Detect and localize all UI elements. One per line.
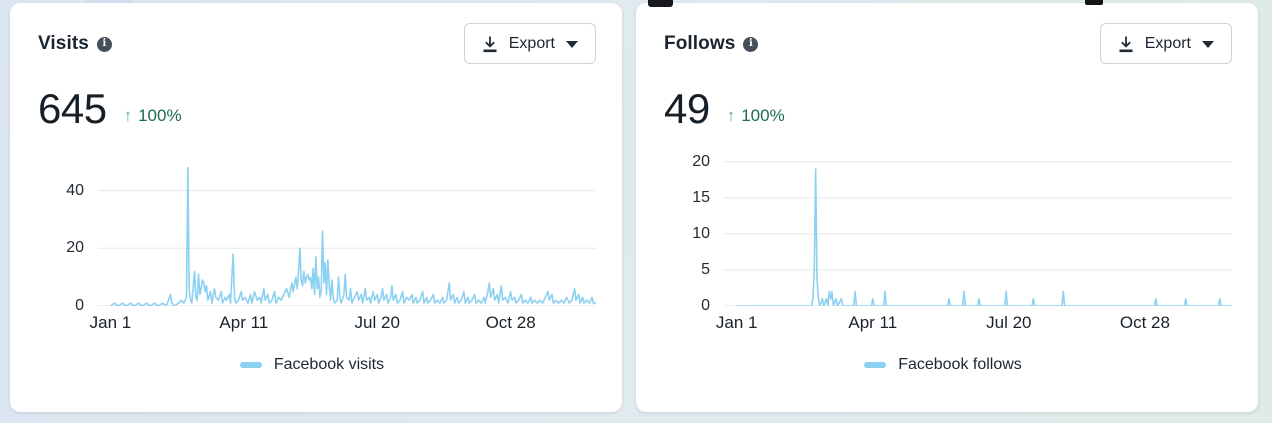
y-tick-label: 10 <box>692 224 710 242</box>
info-icon[interactable]: i <box>743 36 759 52</box>
y-tick-label: 0 <box>75 297 84 314</box>
cutoff-fragment <box>85 0 133 3</box>
export-label: Export <box>508 34 555 52</box>
up-arrow-icon: ↑ <box>123 106 133 125</box>
y-tick-label: 40 <box>66 181 84 199</box>
export-label: Export <box>1144 34 1191 52</box>
x-tick-label: Oct 28 <box>1119 313 1170 332</box>
legend-swatch <box>864 362 887 368</box>
data-line <box>737 169 1232 306</box>
y-axis-labels: 0 5 10 15 20 <box>664 152 710 314</box>
up-arrow-icon: ↑ <box>726 106 736 125</box>
export-button[interactable]: Export <box>463 23 596 64</box>
info-icon[interactable]: i <box>96 36 112 52</box>
export-button[interactable]: Export <box>1099 23 1232 64</box>
delta-percent: 100% <box>741 106 785 125</box>
cutoff-fragment <box>192 0 244 3</box>
legend-item[interactable]: Facebook follows <box>654 356 1232 374</box>
x-axis-labels: Jan 1 Apr 11 Jul 20 Oct 28 <box>90 313 596 339</box>
data-line <box>110 168 596 307</box>
chart-svg <box>724 156 1232 306</box>
follows-card: Follows i Export 49 ↑ 100% 0 5 10 15 20 Jan … <box>636 3 1258 412</box>
metric-value: 645 <box>38 85 107 132</box>
card-title: Visits <box>38 33 89 54</box>
x-tick-label: Jul 20 <box>354 313 400 332</box>
x-tick-label: Apr 11 <box>219 313 269 332</box>
x-axis-labels: Jan 1 Apr 11 Jul 20 Oct 28 <box>716 313 1232 339</box>
x-tick-label: Oct 28 <box>485 313 536 332</box>
metric-delta: ↑ 100% <box>727 106 785 130</box>
delta-percent: 100% <box>138 106 182 125</box>
visits-card: Visits i Export 645 ↑ 100% 0 20 40 Jan 1 Ap… <box>10 3 622 412</box>
legend-swatch <box>239 362 262 368</box>
download-icon <box>482 35 498 53</box>
x-tick-label: Jul 20 <box>986 313 1032 332</box>
chevron-down-icon <box>566 41 578 48</box>
card-title: Follows <box>664 33 736 54</box>
cutoff-fragment <box>648 0 673 7</box>
download-icon <box>1118 35 1134 53</box>
visits-chart: 0 20 40 Jan 1 Apr 11 Jul 20 Oct 28 <box>38 156 596 339</box>
follows-chart: 0 5 10 15 20 Jan 1 Apr 11 Jul 20 Oct 28 <box>664 152 1232 339</box>
plot-area[interactable]: Jan 1 Apr 11 Jul 20 Oct 28 <box>716 156 1232 339</box>
x-tick-label: Jan 1 <box>715 313 758 332</box>
chart-svg <box>98 156 596 306</box>
card-header: Visits i Export <box>28 23 596 64</box>
x-tick-label: Apr 11 <box>848 313 898 332</box>
legend-label: Facebook follows <box>898 356 1022 373</box>
chevron-down-icon <box>1202 41 1214 48</box>
y-tick-label: 20 <box>66 239 84 257</box>
legend-item[interactable]: Facebook visits <box>28 356 596 374</box>
card-header: Follows i Export <box>654 23 1232 64</box>
y-tick-label: 20 <box>692 152 710 170</box>
cutoff-fragment <box>1085 0 1103 5</box>
metric-delta: ↑ 100% <box>124 106 182 130</box>
x-tick-label: Jan 1 <box>89 313 132 332</box>
plot-area[interactable]: Jan 1 Apr 11 Jul 20 Oct 28 <box>90 156 596 339</box>
metric-value: 49 <box>664 85 710 132</box>
y-axis-labels: 0 20 40 <box>38 156 84 314</box>
y-tick-label: 15 <box>692 188 710 206</box>
y-tick-label: 0 <box>701 297 710 314</box>
y-tick-label: 5 <box>701 260 710 278</box>
legend-label: Facebook visits <box>273 356 385 373</box>
